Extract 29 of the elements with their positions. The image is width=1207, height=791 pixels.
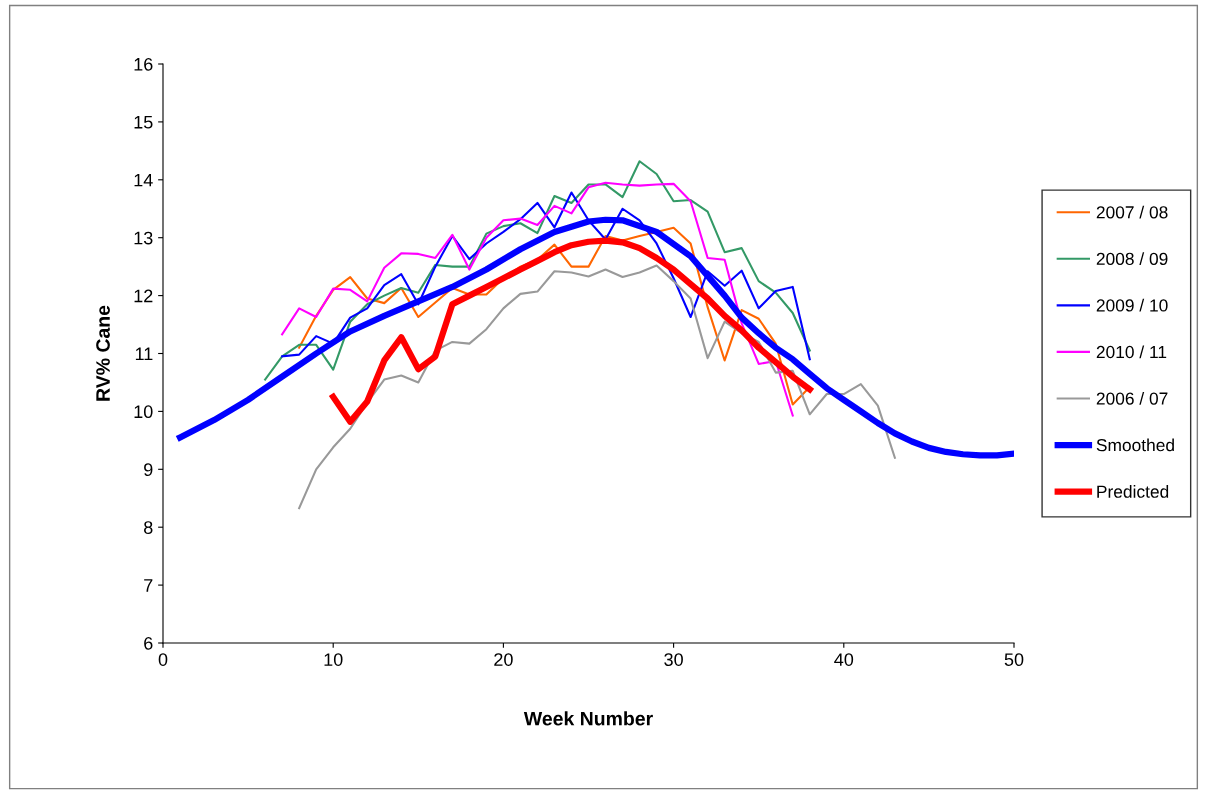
- y-tick-label: 15: [134, 116, 153, 129]
- x-axis-title: Week Number: [523, 711, 653, 726]
- y-tick-label: 14: [134, 173, 153, 187]
- y-tick-label: 7: [144, 579, 153, 592]
- legend-label: 2008 / 09: [1096, 252, 1168, 266]
- line-series: [264, 160, 811, 381]
- x-tick-label: 50: [1004, 653, 1024, 666]
- y-tick-label: 12: [134, 289, 153, 303]
- y-tick-label: 6: [144, 636, 153, 650]
- y-tick-label: 9: [144, 463, 153, 477]
- legend-label: Smoothed: [1096, 438, 1174, 452]
- x-tick-label: 10: [324, 653, 343, 666]
- y-tick-label: 13: [134, 231, 153, 245]
- line-series: [298, 264, 896, 510]
- legend-label: 2009 / 10: [1096, 298, 1168, 312]
- line-series: [281, 181, 794, 417]
- legend-label: 2007 / 08: [1096, 205, 1168, 219]
- y-tick-label: 16: [134, 57, 153, 71]
- legend-label: 2010 / 11: [1096, 345, 1167, 359]
- legend-label: Predicted: [1097, 485, 1169, 498]
- y-tick-label: 11: [135, 347, 153, 361]
- y-axis-title: RV% Cane: [96, 305, 110, 401]
- y-tick-label: 8: [144, 521, 153, 534]
- x-tick-label: 30: [664, 653, 683, 666]
- x-tick-label: 0: [158, 653, 168, 666]
- x-tick-label: 20: [494, 653, 513, 666]
- legend-label: 2006 / 07: [1096, 391, 1168, 405]
- y-tick-label: 10: [134, 405, 153, 419]
- x-tick-label: 40: [834, 653, 854, 666]
